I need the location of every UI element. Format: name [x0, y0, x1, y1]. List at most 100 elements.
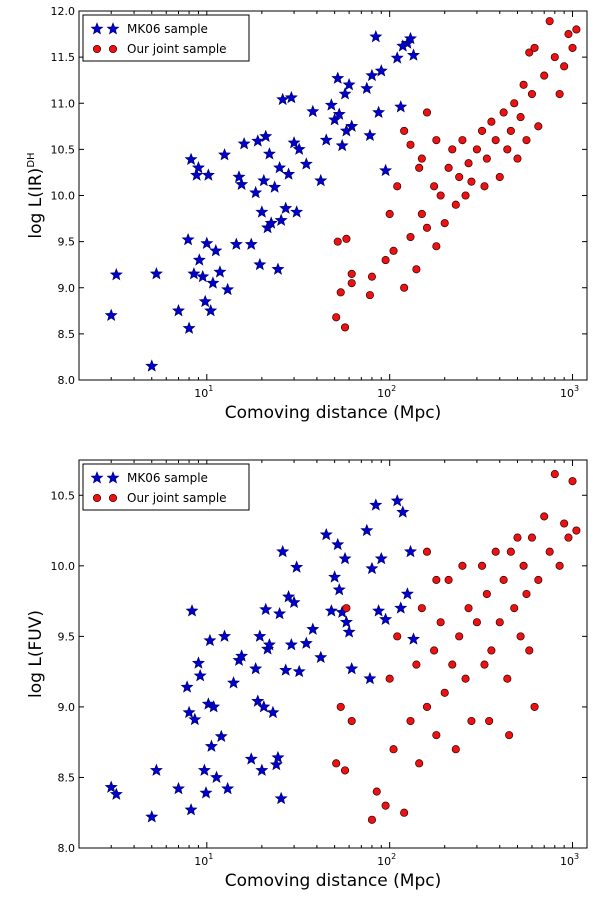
- mk06-star-point: [235, 649, 249, 662]
- mk06-star-point: [314, 650, 328, 664]
- joint-sample-point: [519, 80, 528, 89]
- joint-sample-point: [415, 163, 424, 172]
- joint-sample-point: [510, 99, 519, 108]
- mk06-star-point: [145, 359, 159, 372]
- joint-sample-point: [440, 688, 449, 697]
- joint-sample-point: [367, 815, 376, 824]
- mk06-star-point: [365, 561, 379, 575]
- mk06-star-point: [264, 216, 278, 229]
- y-axis-title: log L(IR)DH: [26, 152, 46, 238]
- mk06-star-point: [342, 625, 356, 638]
- mk06-star-point: [338, 87, 352, 100]
- joint-sample-point: [430, 182, 439, 191]
- legend-circle-marker: [108, 493, 118, 503]
- mk06-star-point: [390, 51, 404, 64]
- mk06-star-point: [182, 705, 196, 719]
- joint-sample-point: [506, 126, 515, 135]
- joint-sample-point: [464, 604, 473, 613]
- x-tick-label-exponent: 2: [391, 384, 396, 393]
- mk06-star-point: [196, 269, 210, 283]
- mk06-star-point: [360, 523, 374, 537]
- joint-sample-point: [487, 117, 496, 126]
- mk06-star-point: [201, 168, 215, 181]
- joint-sample-point: [472, 618, 481, 627]
- joint-sample-point: [572, 526, 581, 535]
- mk06-star-point: [213, 265, 227, 278]
- joint-sample-point: [487, 646, 496, 655]
- mk06-star-point: [203, 633, 217, 647]
- joint-sample-point: [482, 589, 491, 599]
- joint-sample-point: [550, 53, 559, 62]
- mk06-star-point: [379, 612, 393, 625]
- mk06-star-point: [274, 791, 288, 805]
- joint-sample-point: [342, 234, 351, 243]
- mk06-star-point: [332, 107, 346, 120]
- y-axis-title-main: log L(FUV): [26, 610, 46, 698]
- y-tick-label: 8.5: [58, 328, 76, 341]
- mk06-star-point: [331, 71, 345, 84]
- x-tick-label: 101: [194, 852, 213, 868]
- joint-sample-point: [332, 313, 341, 322]
- joint-sample-point: [480, 660, 489, 669]
- joint-sample-point: [432, 242, 441, 251]
- y-tick-label: 9.0: [58, 701, 76, 714]
- joint-sample-point: [340, 766, 350, 775]
- mk06-star-point: [187, 267, 201, 280]
- legend-label: MK06 sample: [127, 471, 208, 485]
- mk06-star-point: [282, 590, 296, 603]
- joint-sample-point: [381, 801, 390, 810]
- mk06-star-point: [200, 236, 214, 249]
- joint-sample-point: [444, 163, 453, 172]
- mk06-star-point: [292, 664, 306, 678]
- mk06-star-point: [369, 30, 383, 43]
- joint-sample-point: [400, 126, 409, 135]
- mk06-star-point: [287, 595, 301, 609]
- mk06-star-point: [282, 167, 296, 180]
- mk06-star-point: [198, 294, 212, 308]
- mk06-star-point: [149, 267, 163, 280]
- y-axis-title-superscript: DH: [26, 152, 37, 167]
- mk06-star-point: [257, 700, 271, 713]
- mk06-star-point: [191, 160, 205, 174]
- joint-sample-point: [534, 122, 543, 131]
- y-tick-label: 9.5: [58, 236, 76, 249]
- mk06-star-point: [268, 180, 282, 193]
- x-tick-label-exponent: 3: [574, 852, 579, 861]
- mk06-star-point: [262, 147, 276, 160]
- joint-sample-point: [340, 323, 350, 332]
- y-tick-label: 10.0: [51, 190, 76, 203]
- joint-sample-point: [503, 674, 512, 683]
- mk06-star-point: [331, 537, 345, 551]
- mk06-star-point: [319, 133, 333, 146]
- mk06-star-point: [199, 786, 213, 799]
- mk06-star-point: [232, 170, 246, 183]
- joint-sample-point: [477, 126, 487, 135]
- x-tick-label: 102: [377, 384, 396, 400]
- mk06-star-point: [379, 163, 393, 177]
- mk06-star-point: [332, 582, 346, 596]
- joint-sample-point: [545, 17, 554, 26]
- joint-sample-point: [367, 272, 376, 281]
- joint-sample-point: [513, 154, 522, 163]
- joint-sample-point: [499, 108, 508, 117]
- mk06-star-point: [276, 92, 290, 106]
- joint-sample-point: [436, 618, 445, 627]
- joint-sample-point: [458, 136, 467, 145]
- legend-star-marker: [106, 471, 120, 484]
- mk06-star-point: [372, 604, 386, 617]
- joint-sample-point: [365, 291, 374, 300]
- joint-sample-point: [455, 632, 464, 641]
- joint-sample-point: [467, 716, 476, 726]
- joint-sample-point: [385, 209, 394, 219]
- mk06-star-point: [227, 676, 241, 689]
- joint-sample-point: [448, 145, 457, 154]
- legend-label: Our joint sample: [127, 491, 227, 505]
- joint-sample-point: [385, 674, 394, 683]
- mk06-star-point: [299, 636, 313, 649]
- joint-sample-point: [464, 159, 473, 168]
- joint-sample-point: [342, 604, 351, 613]
- mk06-star-point: [360, 81, 374, 95]
- joint-sample-point: [560, 519, 569, 528]
- mk06-star-point: [204, 739, 218, 752]
